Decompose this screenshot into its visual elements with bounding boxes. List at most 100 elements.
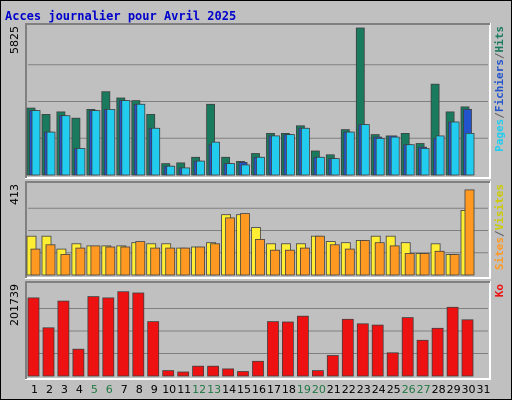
middle-bar-sites-5 xyxy=(90,245,101,276)
top-max-label: 5825 xyxy=(8,26,21,54)
middle-legend-item-1: / xyxy=(493,230,506,237)
bottom-bar-ko-17 xyxy=(267,321,279,377)
top-bar-pages-27 xyxy=(420,148,430,176)
day-label-25: 25 xyxy=(387,383,401,396)
day-label-6: 6 xyxy=(106,383,113,396)
top-bar-pages-8 xyxy=(136,103,146,176)
day-label-26: 26 xyxy=(402,383,416,396)
day-label-30: 30 xyxy=(462,383,476,396)
top-bar-pages-22 xyxy=(345,131,355,176)
day-label-3: 3 xyxy=(61,383,68,396)
top-bar-pages-23 xyxy=(360,124,370,176)
bottom-bar-ko-15 xyxy=(237,371,249,377)
day-label-31: 31 xyxy=(477,383,491,396)
middle-bar-sites-2 xyxy=(45,244,56,276)
day-label-12: 12 xyxy=(192,383,206,396)
top-bar-pages-3 xyxy=(61,115,71,176)
middle-bar-sites-25 xyxy=(389,245,400,276)
day-label-13: 13 xyxy=(207,383,221,396)
middle-legend: Sites/Visites xyxy=(493,184,506,270)
middle-bar-sites-15 xyxy=(240,213,250,276)
bottom-bar-ko-30 xyxy=(461,319,474,377)
middle-bar-sites-11 xyxy=(180,247,191,276)
bottom-bar-ko-6 xyxy=(102,297,115,377)
middle-bar-sites-19 xyxy=(299,247,310,276)
top-bar-pages-17 xyxy=(271,135,280,176)
chart-title: Acces journalier pour Avril 2025 xyxy=(5,9,237,23)
day-label-20: 20 xyxy=(312,383,326,396)
bottom-bar-ko-18 xyxy=(281,321,294,377)
bottom-bar-ko-11 xyxy=(177,371,190,377)
day-label-18: 18 xyxy=(282,383,296,396)
day-label-11: 11 xyxy=(177,383,191,396)
top-bar-pages-21 xyxy=(330,158,340,176)
middle-bar-sites-3 xyxy=(60,254,71,276)
top-bar-pages-24 xyxy=(375,137,385,176)
top-bar-pages-6 xyxy=(106,109,116,176)
day-label-22: 22 xyxy=(342,383,356,396)
middle-panel-edge xyxy=(25,181,490,278)
bottom-bar-ko-2 xyxy=(42,327,55,377)
bottom-bar-ko-8 xyxy=(132,292,145,377)
middle-bar-sites-16 xyxy=(255,238,265,276)
bottom-max-label: 201739 xyxy=(8,284,21,326)
bottom-bar-ko-22 xyxy=(341,318,354,377)
day-label-27: 27 xyxy=(417,383,431,396)
bottom-bar-ko-9 xyxy=(147,321,160,377)
bottom-bar-ko-29 xyxy=(446,306,459,377)
middle-bar-sites-26 xyxy=(404,253,415,276)
top-bar-pages-18 xyxy=(285,134,295,176)
middle-bar-sites-24 xyxy=(374,242,385,276)
day-label-2: 2 xyxy=(46,383,53,396)
top-bar-pages-14 xyxy=(226,163,236,176)
bottom-bar-ko-13 xyxy=(207,365,220,377)
top-legend-item-0: Pages xyxy=(493,119,506,152)
top-bar-pages-9 xyxy=(151,127,161,176)
middle-bar-sites-28 xyxy=(434,250,445,276)
middle-bar-sites-10 xyxy=(165,247,176,276)
bottom-bar-ko-16 xyxy=(252,360,264,377)
day-label-10: 10 xyxy=(162,383,176,396)
top-bar-pages-11 xyxy=(181,167,191,176)
bottom-bar-ko-21 xyxy=(326,355,339,377)
middle-bar-sites-12 xyxy=(195,246,206,276)
bottom-legend: Ko xyxy=(493,284,506,298)
top-bar-pages-20 xyxy=(315,156,325,176)
bottom-bar-ko-19 xyxy=(296,315,309,377)
day-label-8: 8 xyxy=(136,383,143,396)
day-label-21: 21 xyxy=(327,383,341,396)
top-bar-pages-16 xyxy=(256,156,265,176)
bottom-bar-ko-14 xyxy=(222,368,235,377)
middle-bar-sites-17 xyxy=(270,249,280,276)
middle-bar-sites-18 xyxy=(284,249,295,276)
top-bar-pages-19 xyxy=(300,127,310,176)
day-label-19: 19 xyxy=(297,383,311,396)
middle-bar-sites-4 xyxy=(75,247,86,276)
top-legend-item-4: Hits xyxy=(493,26,506,53)
bottom-bar-ko-26 xyxy=(401,317,414,377)
bottom-bar-ko-1 xyxy=(27,297,40,377)
bottom-bar-ko-28 xyxy=(431,327,444,377)
middle-bar-sites-8 xyxy=(135,241,146,276)
bottom-bar-ko-27 xyxy=(416,339,429,377)
bottom-bar-ko-24 xyxy=(371,324,384,377)
bottom-bar-ko-12 xyxy=(192,365,205,377)
day-label-16: 16 xyxy=(252,383,266,396)
day-label-7: 7 xyxy=(121,383,128,396)
bottom-bar-ko-20 xyxy=(311,370,324,377)
top-bar-pages-13 xyxy=(211,141,221,176)
top-legend-item-2: Fichiers xyxy=(493,59,506,112)
bottom-bar-ko-3 xyxy=(57,300,70,377)
middle-bar-sites-30 xyxy=(464,189,475,276)
bottom-panel-edge xyxy=(25,281,490,379)
middle-bar-sites-22 xyxy=(344,248,355,276)
top-bar-pages-12 xyxy=(196,160,206,176)
top-bar-pages-30 xyxy=(465,132,475,176)
middle-bar-sites-20 xyxy=(314,235,325,276)
top-bar-pages-7 xyxy=(121,100,131,176)
bottom-bar-ko-23 xyxy=(356,323,369,377)
middle-max-label: 413 xyxy=(8,184,21,205)
middle-bar-sites-29 xyxy=(449,254,460,276)
top-bar-pages-25 xyxy=(390,136,400,176)
middle-legend-item-0: Sites xyxy=(493,237,506,270)
